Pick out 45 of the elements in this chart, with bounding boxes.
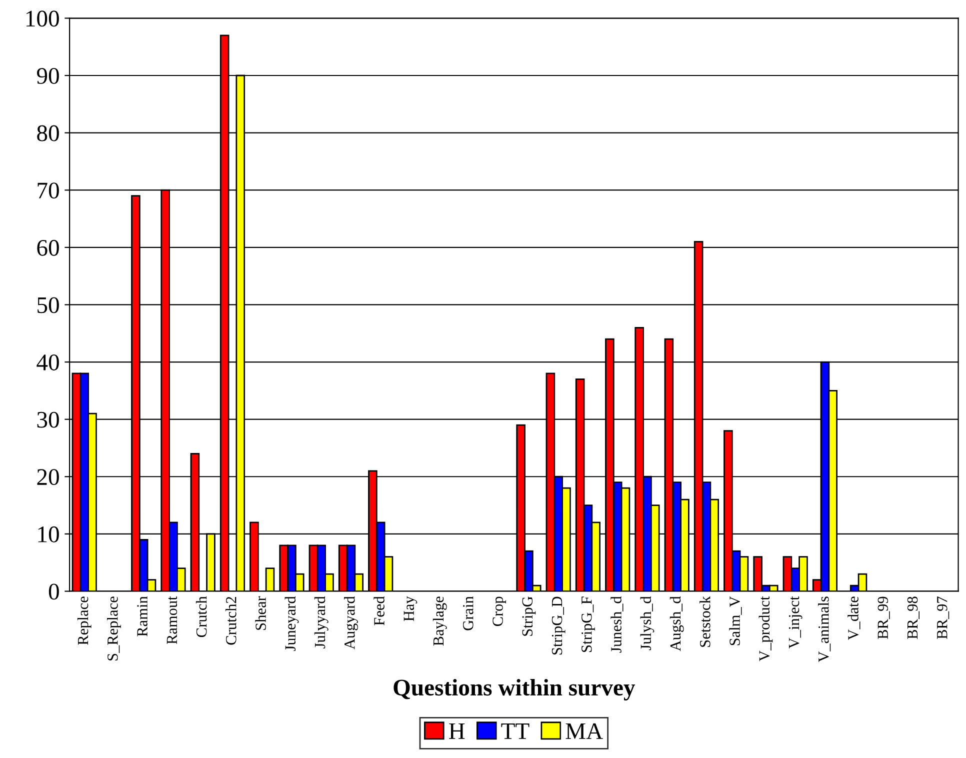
x-tick-label: V_product: [758, 596, 773, 662]
x-tick-label: Ramout: [166, 596, 178, 644]
x-tick-label: Julysh_d: [640, 596, 654, 650]
x-tick-label: V_date: [848, 596, 860, 640]
x-tick-label: StripG_D: [552, 596, 566, 654]
x-tick-label: Augyard: [344, 596, 358, 650]
y-tick-label: 10: [38, 526, 59, 542]
x-tick-label: BR_97: [937, 596, 950, 639]
x-tick-label: BR_99: [878, 596, 890, 639]
y-tick-label: 30: [37, 412, 59, 428]
x-tick-label: BR_98: [907, 596, 920, 639]
x-tick-label: Junesh_d: [610, 596, 624, 653]
y-tick-label: 0: [48, 584, 59, 600]
x-tick-label: Grain: [463, 596, 474, 630]
y-tick-label: 80: [37, 125, 59, 142]
y-tick-label: 70: [38, 182, 59, 199]
x-tick-label: V_animals: [818, 596, 831, 662]
y-tick-label: 20: [37, 469, 59, 486]
y-tick-label: 50: [38, 297, 59, 314]
x-tick-label: StripG: [522, 596, 536, 636]
x-tick-label: Setstock: [700, 596, 710, 647]
x-tick-label: Replace: [77, 596, 92, 645]
x-tick-label: S_Replace: [107, 596, 121, 660]
x-tick-label: Feed: [374, 596, 384, 626]
x-tick-label: Crop: [492, 596, 506, 626]
legend-label: MA: [566, 723, 603, 739]
x-tick-label: Ramin: [137, 596, 148, 636]
y-tick-label: 60: [37, 240, 59, 256]
x-tick-label: StripG_F: [582, 596, 595, 652]
y-tick-label: 90: [36, 68, 59, 84]
x-tick-label: Hay: [404, 596, 418, 622]
x-tick-label: Juneyard: [284, 596, 299, 651]
x-tick-label: Shear: [255, 596, 266, 630]
x-tick-label: Crutch: [196, 596, 207, 638]
legend-label: H: [449, 723, 465, 739]
legend-label: TT: [501, 723, 530, 739]
y-tick-label: 40: [36, 354, 59, 370]
x-tick-label: V_inject: [788, 596, 802, 649]
x-tick-label: Augsh_d: [670, 596, 684, 652]
x-tick-label: Julyyard: [314, 596, 328, 648]
x-tick-label: Baylage: [432, 596, 447, 646]
x-axis-title: Questions within survey: [394, 678, 636, 700]
x-tick-label: Crutch2: [226, 596, 236, 645]
y-tick-label: 100: [26, 10, 59, 27]
x-tick-label: Salm_V: [729, 596, 742, 646]
